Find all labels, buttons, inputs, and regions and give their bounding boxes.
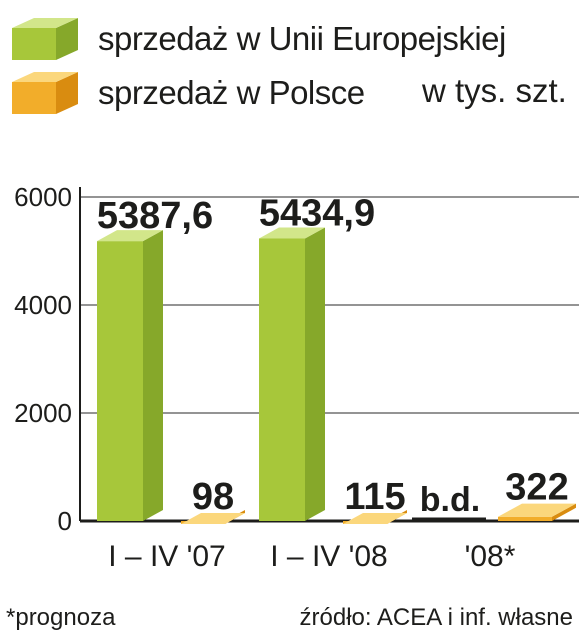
value-label-eu: b.d. xyxy=(420,481,480,519)
legend-item-pl: sprzedaż w Polsce xyxy=(8,68,365,118)
value-label-pl: 115 xyxy=(344,476,405,518)
green-cube-icon xyxy=(12,18,78,60)
y-tick-label: 2000 xyxy=(14,398,72,428)
unit-label: w tys. szt. xyxy=(422,72,567,109)
orange-cube-icon xyxy=(12,72,78,114)
bar-pl-0 xyxy=(181,510,245,524)
bar-pl-1 xyxy=(343,510,407,524)
legend-item-eu: sprzedaż w Unii Europejskiej xyxy=(8,14,506,64)
value-label-pl: 322 xyxy=(505,467,568,509)
x-category-label: '08* xyxy=(465,540,516,573)
x-category-label: I – IV '07 xyxy=(108,540,225,573)
bar-chart: 0 2000 4000 6000 5387,6 98 I – IV '07 5434,9 115… xyxy=(14,182,579,573)
footnote: *prognoza xyxy=(6,604,116,631)
value-label-pl: 98 xyxy=(192,476,234,518)
y-tick-label: 6000 xyxy=(14,182,72,212)
x-category-label: I – IV '08 xyxy=(270,540,387,573)
y-tick-label: 4000 xyxy=(14,290,72,320)
bar-pl-2 xyxy=(498,503,576,521)
bar-eu-1 xyxy=(259,227,325,522)
y-tick-label: 0 xyxy=(58,506,72,536)
legend-label-pl: sprzedaż w Polsce xyxy=(98,74,365,111)
legend-label-eu: sprzedaż w Unii Europejskiej xyxy=(98,20,506,57)
source-note: źródło: ACEA i inf. własne xyxy=(299,604,573,631)
value-label-eu: 5387,6 xyxy=(97,195,213,237)
value-label-eu: 5434,9 xyxy=(259,193,375,235)
bar-eu-0 xyxy=(97,230,163,522)
